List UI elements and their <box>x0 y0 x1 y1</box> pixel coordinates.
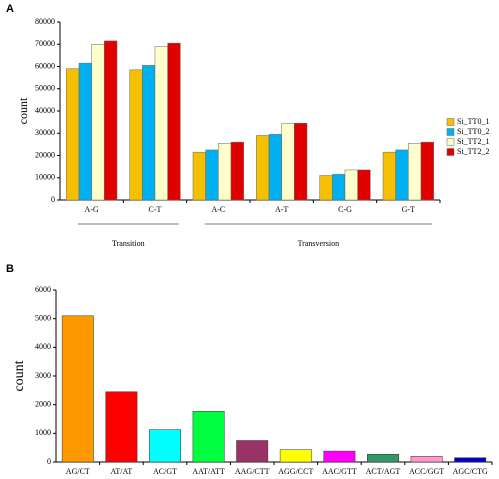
bar <box>192 151 206 201</box>
group-label: Transition <box>112 239 145 248</box>
y-tick-label: 0 <box>51 195 55 204</box>
x-tick-label: AGC/CTG <box>453 467 488 476</box>
x-tick-label: AAT/ATT <box>192 467 225 476</box>
bar <box>323 450 356 463</box>
bar <box>281 122 295 201</box>
bar <box>420 141 434 201</box>
bar <box>218 143 232 201</box>
x-tick-label: A-C <box>211 205 225 214</box>
x-tick-label: C-G <box>338 205 352 214</box>
bar <box>192 411 225 463</box>
bar <box>167 42 181 201</box>
legend-swatch <box>446 148 455 156</box>
y-tick-label: 1000 <box>35 428 51 437</box>
bar <box>66 68 80 201</box>
y-tick-label: 2000 <box>35 399 51 408</box>
x-tick-label: AT/AT <box>111 467 133 476</box>
bar <box>78 62 92 201</box>
bar <box>61 315 94 463</box>
y-tick-label: 0 <box>47 457 51 466</box>
panel-label: B <box>6 263 14 275</box>
x-tick-label: G-T <box>402 205 415 214</box>
bar <box>408 143 422 201</box>
bar <box>149 429 181 463</box>
bar <box>230 141 244 201</box>
x-tick-label: AGG/CCT <box>278 467 313 476</box>
y-tick-label: 60000 <box>35 61 55 70</box>
x-tick-label: AG/CT <box>66 467 90 476</box>
bar <box>256 135 270 201</box>
y-tick-label: 5000 <box>35 313 51 322</box>
bar <box>142 65 156 201</box>
bar <box>357 169 371 201</box>
y-tick-label: 10000 <box>35 173 55 182</box>
bar <box>236 440 269 463</box>
y-tick-label: 3000 <box>35 371 51 380</box>
legend-label: Si_TT2_1 <box>457 137 489 146</box>
bar <box>105 391 138 463</box>
group-label: Transversion <box>298 239 339 248</box>
bar <box>294 122 308 201</box>
y-axis-label: count <box>12 360 27 391</box>
bar <box>382 151 396 201</box>
bar <box>104 40 118 201</box>
y-tick-label: 40000 <box>35 106 55 115</box>
bar <box>454 457 487 463</box>
y-tick-label: 50000 <box>35 84 55 93</box>
y-tick-label: 70000 <box>35 39 55 48</box>
x-tick-label: AAG/CTT <box>235 467 270 476</box>
legend-label: Si_TT0_2 <box>457 127 489 136</box>
bar <box>268 134 282 201</box>
bar <box>154 46 168 201</box>
x-tick-label: ACT/AGT <box>366 467 401 476</box>
x-tick-label: A-G <box>85 205 99 214</box>
bar <box>205 149 219 201</box>
legend-swatch <box>446 128 455 136</box>
y-tick-label: 20000 <box>35 150 55 159</box>
x-tick-label: AAC/GTT <box>322 467 357 476</box>
y-axis-label: count <box>16 97 30 124</box>
bar <box>91 44 105 201</box>
y-tick-label: 4000 <box>35 342 51 351</box>
y-tick-label: 30000 <box>35 128 55 137</box>
legend-label: Si_TT0_1 <box>457 117 489 126</box>
x-tick-label: A-T <box>275 205 288 214</box>
bar <box>332 174 346 201</box>
bar <box>395 149 409 201</box>
legend-label: Si_TT2_2 <box>457 147 489 156</box>
panel-label: A <box>6 3 14 15</box>
y-tick-label: 80000 <box>35 17 55 26</box>
legend-swatch <box>446 118 455 126</box>
bar <box>129 69 143 201</box>
bar <box>344 169 358 201</box>
y-tick-label: 6000 <box>35 285 51 294</box>
bar <box>279 449 312 463</box>
x-tick-label: C-T <box>149 205 162 214</box>
bar <box>319 175 333 201</box>
x-tick-label: AC/GT <box>153 467 177 476</box>
x-tick-label: ACC/GGT <box>409 467 444 476</box>
bar <box>367 454 399 463</box>
legend-swatch <box>446 138 455 146</box>
bar <box>410 456 443 463</box>
